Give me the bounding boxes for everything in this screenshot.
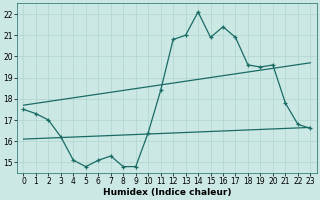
X-axis label: Humidex (Indice chaleur): Humidex (Indice chaleur) [103, 188, 231, 197]
